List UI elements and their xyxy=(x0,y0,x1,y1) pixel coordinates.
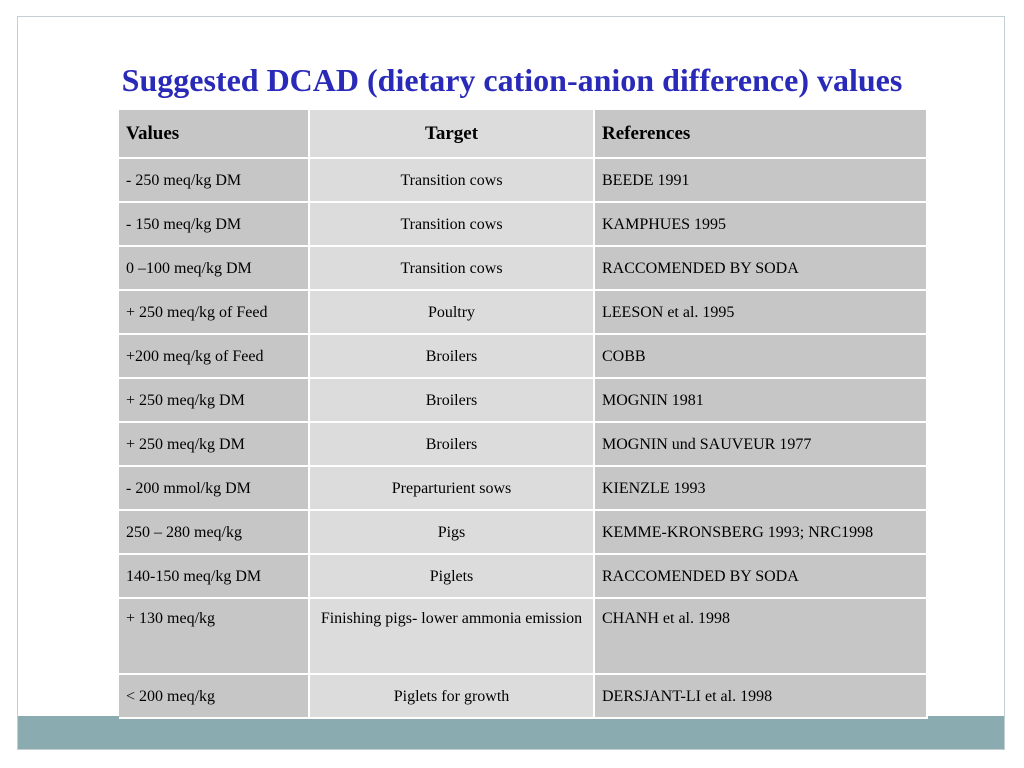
column-header-target: Target xyxy=(309,110,595,159)
table-row: + 250 meq/kg of Feed Poultry LEESON et a… xyxy=(119,290,928,335)
target-cell: Poultry xyxy=(309,290,595,335)
value-cell: + 250 meq/kg DM xyxy=(119,378,310,423)
value-cell: 140-150 meq/kg DM xyxy=(119,554,310,599)
table-row: 0 –100 meq/kg DM Transition cows RACCOME… xyxy=(119,246,928,291)
table-row: 250 – 280 meq/kg Pigs KEMME-KRONSBERG 19… xyxy=(119,510,928,555)
target-cell: Piglets xyxy=(309,554,595,599)
table-header-row: Values Target References xyxy=(119,110,928,159)
value-cell: - 200 mmol/kg DM xyxy=(119,466,310,511)
value-cell: +200 meq/kg of Feed xyxy=(119,334,310,379)
target-cell: Broilers xyxy=(309,334,595,379)
table-row: - 150 meq/kg DM Transition cows KAMPHUES… xyxy=(119,202,928,247)
target-cell: Transition cows xyxy=(309,246,595,291)
value-cell: + 250 meq/kg DM xyxy=(119,422,310,467)
value-cell: - 150 meq/kg DM xyxy=(119,202,310,247)
reference-cell: MOGNIN 1981 xyxy=(594,378,928,423)
reference-cell: MOGNIN und SAUVEUR 1977 xyxy=(594,422,928,467)
reference-cell: LEESON et al. 1995 xyxy=(594,290,928,335)
reference-cell: RACCOMENDED BY SODA xyxy=(594,246,928,291)
reference-cell: BEEDE 1991 xyxy=(594,158,928,203)
reference-cell: KEMME-KRONSBERG 1993; NRC1998 xyxy=(594,510,928,555)
target-cell: Finishing pigs- lower ammonia emission xyxy=(309,598,595,675)
table-row: + 250 meq/kg DM Broilers MOGNIN 1981 xyxy=(119,378,928,423)
target-cell: Broilers xyxy=(309,422,595,467)
value-cell: + 250 meq/kg of Feed xyxy=(119,290,310,335)
table-row: < 200 meq/kg Piglets for growth DERSJANT… xyxy=(119,674,928,719)
target-cell: Piglets for growth xyxy=(309,674,595,719)
target-cell: Transition cows xyxy=(309,202,595,247)
reference-cell: KIENZLE 1993 xyxy=(594,466,928,511)
table-row: + 250 meq/kg DM Broilers MOGNIN und SAUV… xyxy=(119,422,928,467)
target-cell: Broilers xyxy=(309,378,595,423)
value-cell: + 130 meq/kg xyxy=(119,598,310,675)
footer-band xyxy=(18,716,1004,749)
target-cell: Preparturient sows xyxy=(309,466,595,511)
table-row: - 200 mmol/kg DM Preparturient sows KIEN… xyxy=(119,466,928,511)
dcad-table: Values Target References - 250 meq/kg DM… xyxy=(119,110,928,719)
slide-title: Suggested DCAD (dietary cation-anion dif… xyxy=(121,62,903,98)
reference-cell: DERSJANT-LI et al. 1998 xyxy=(594,674,928,719)
reference-cell: RACCOMENDED BY SODA xyxy=(594,554,928,599)
reference-cell: COBB xyxy=(594,334,928,379)
target-cell: Transition cows xyxy=(309,158,595,203)
value-cell: - 250 meq/kg DM xyxy=(119,158,310,203)
column-header-values: Values xyxy=(119,110,310,159)
table-row: 140-150 meq/kg DM Piglets RACCOMENDED BY… xyxy=(119,554,928,599)
reference-cell: KAMPHUES 1995 xyxy=(594,202,928,247)
value-cell: 0 –100 meq/kg DM xyxy=(119,246,310,291)
reference-cell: CHANH et al. 1998 xyxy=(594,598,928,675)
table-row: +200 meq/kg of Feed Broilers COBB xyxy=(119,334,928,379)
value-cell: 250 – 280 meq/kg xyxy=(119,510,310,555)
value-cell: < 200 meq/kg xyxy=(119,674,310,719)
column-header-references: References xyxy=(594,110,928,159)
table-row: + 130 meq/kg Finishing pigs- lower ammon… xyxy=(119,598,928,675)
target-cell: Pigs xyxy=(309,510,595,555)
table-row: - 250 meq/kg DM Transition cows BEEDE 19… xyxy=(119,158,928,203)
